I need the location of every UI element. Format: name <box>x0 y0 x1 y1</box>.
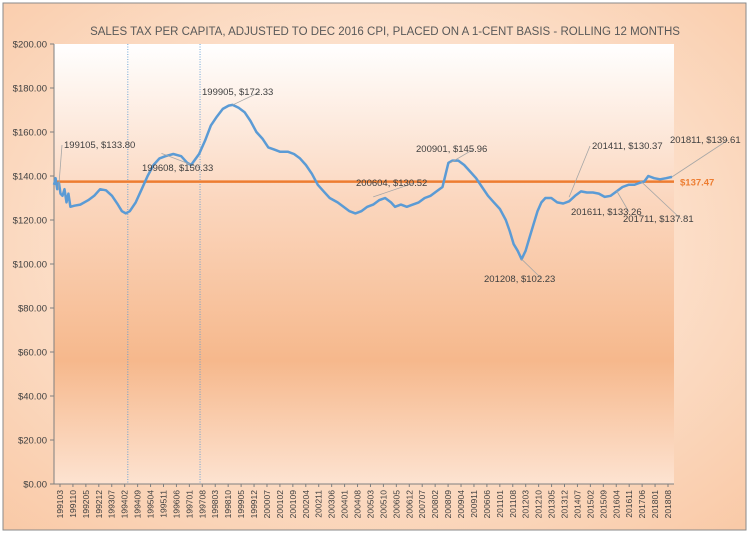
annotation-leader <box>161 152 201 169</box>
x-tick-label: 200911 <box>469 490 479 518</box>
annotation-label: 199608, $150.33 <box>142 163 213 174</box>
plot-area <box>54 44 674 484</box>
annotation-leader <box>232 91 261 106</box>
x-tick-label: 200510 <box>378 490 388 519</box>
x-tick-label: 199701 <box>184 490 194 519</box>
annotations: 199105, $133.80 199608, $150.33 199905, $1… <box>58 87 741 285</box>
x-tick-label: 201801 <box>650 490 660 519</box>
x-tick-label: 201312 <box>560 490 570 519</box>
annotation-leader <box>58 144 63 190</box>
y-tick-label: $80.00 <box>18 304 47 315</box>
annotation-leader <box>671 139 729 178</box>
x-tick-label: 200102 <box>275 490 285 519</box>
annotation-leader <box>568 145 591 198</box>
annotation-leader <box>616 190 630 213</box>
y-tick-label: $140.00 <box>13 172 47 183</box>
x-tick-label: 199103 <box>55 490 65 519</box>
x-tick-label: 200408 <box>353 490 363 519</box>
x-tick-label: 199803 <box>210 490 220 519</box>
x-tick-label: 200211 <box>314 490 324 518</box>
x-tick-label: 199708 <box>197 490 207 519</box>
x-tick-label: 200204 <box>301 490 311 519</box>
y-tick-label: $100.00 <box>13 260 47 271</box>
annotation-leader <box>521 258 543 280</box>
x-tick-label: 200809 <box>443 490 453 519</box>
x-tick-label: 200605 <box>391 490 401 519</box>
annotation-label: 201411, $130.37 <box>592 141 663 152</box>
x-tick-label: 201509 <box>598 490 608 519</box>
annotation-label: 199105, $133.80 <box>64 140 135 151</box>
annotation-label: 199905, $172.33 <box>202 87 273 98</box>
series-group <box>52 103 673 261</box>
x-tick-label: 201611 <box>624 490 634 518</box>
y-tick-label: $40.00 <box>18 392 47 403</box>
x-tick-label: 201101 <box>495 490 505 518</box>
x-tick-label: 200606 <box>482 490 492 519</box>
annotation-leader <box>640 180 682 220</box>
y-axis: $0.00 $20.00 $40.00 $60.00 $80.00 $100.00 $120… <box>13 40 55 491</box>
x-tick-label: 200007 <box>262 490 272 519</box>
x-tick-label: 199504 <box>146 490 156 519</box>
y-tick-label: $120.00 <box>13 216 47 227</box>
vertical-markers <box>127 44 201 484</box>
y-tick-label: $60.00 <box>18 348 47 359</box>
x-tick-label: 201502 <box>585 490 595 519</box>
x-tick-label: 200503 <box>365 490 375 519</box>
annotation-label: 201208, $102.23 <box>484 274 555 285</box>
annotation-label: 201611, $133.26 <box>571 207 642 218</box>
x-tick-label: 199307 <box>107 490 117 519</box>
average-line-group: $137.47 <box>54 178 714 189</box>
y-tick-label: $200.00 <box>13 40 47 51</box>
x-tick-label: 199110 <box>68 490 78 518</box>
x-tick-label: 200401 <box>340 490 350 519</box>
x-tick-label: 201108 <box>508 490 518 518</box>
x-tick-label: 199511 <box>158 490 168 518</box>
annotation-label: 200901, $145.96 <box>416 144 487 155</box>
annotation-leader <box>373 182 415 198</box>
x-tick-label: 200109 <box>288 490 298 519</box>
sales-tax-series-line <box>52 103 673 261</box>
annotation-label: 201811, $139.61 <box>670 135 741 146</box>
x-tick-label: 199606 <box>171 490 181 519</box>
x-tick-label: 199810 <box>223 490 233 519</box>
x-tick-label: 199905 <box>236 490 246 519</box>
x-tick-label: 201706 <box>637 490 647 519</box>
annotation-label: 200604, $130.52 <box>356 178 427 189</box>
x-tick-label: 201407 <box>572 490 582 519</box>
x-tick-label: 200306 <box>327 490 337 519</box>
chart-title: SALES TAX PER CAPITA, ADJUSTED TO DEC 20… <box>90 26 680 38</box>
x-tick-label: 199205 <box>81 490 91 519</box>
y-tick-label: $180.00 <box>13 84 47 95</box>
x-tick-label: 200612 <box>404 490 414 519</box>
y-tick-label: $160.00 <box>13 128 47 139</box>
x-tick-label: 201210 <box>534 490 544 519</box>
x-tick-label: 199409 <box>133 490 143 519</box>
annotation-label: 201711, $137.81 <box>623 214 694 225</box>
x-tick-label: 201604 <box>611 490 621 519</box>
x-tick-label: 200904 <box>456 490 466 519</box>
annotation-leader <box>450 148 475 164</box>
x-tick-label: 201305 <box>547 490 557 519</box>
x-tick-label: 199212 <box>94 490 104 519</box>
x-tick-label: 200707 <box>417 490 427 519</box>
x-tick-label: 199912 <box>249 490 259 519</box>
average-label: $137.47 <box>680 178 714 189</box>
x-tick-label: 199402 <box>120 490 130 519</box>
y-tick-label: $0.00 <box>23 480 47 491</box>
x-axis: 199103 199110 199205 199212 199307 199402 1994… <box>54 483 674 519</box>
x-tick-label: 201808 <box>663 490 673 519</box>
x-tick-label: 201203 <box>521 490 531 519</box>
x-tick-label: 200802 <box>430 490 440 519</box>
y-tick-label: $20.00 <box>18 436 47 447</box>
